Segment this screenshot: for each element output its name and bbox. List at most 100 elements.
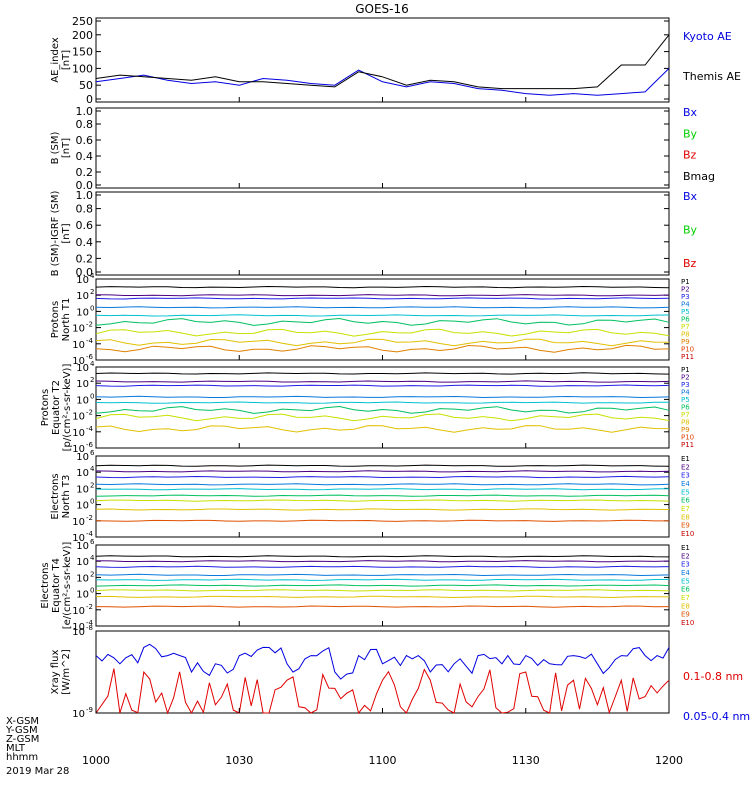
panel-frame xyxy=(95,17,670,103)
series-line-p7 xyxy=(95,328,670,337)
series-line-p4 xyxy=(95,306,670,309)
legend-e6: E6 xyxy=(681,497,690,505)
y-tick-label: 10-4 xyxy=(72,337,93,351)
series-line-p5 xyxy=(95,314,670,317)
legend-p10: P10 xyxy=(681,346,694,354)
legend-bz: Bz xyxy=(683,149,697,162)
legend-by: By xyxy=(683,127,698,140)
legend-e10: E10 xyxy=(681,530,694,538)
y-tick-label: 10-6 xyxy=(72,353,93,367)
y-axis-label-line: Protons xyxy=(40,389,51,426)
y-tick-label: 0.8 xyxy=(76,118,94,131)
y-tick-label: 10-4 xyxy=(72,619,93,633)
series-line-e7 xyxy=(95,499,670,502)
legend-0-05-0-4-nm: 0.05-0.4 nm xyxy=(683,710,750,723)
y-axis-label-line: Electrons xyxy=(40,562,51,608)
y-tick-label: 100 xyxy=(76,587,94,601)
y-axis-label-line: Equator T4 xyxy=(51,558,62,613)
x-axis-row-label: X-GSM xyxy=(6,716,39,727)
panel-frame xyxy=(95,366,670,449)
series-line-p8 xyxy=(95,425,670,433)
legend-e9: E9 xyxy=(681,522,690,530)
y-axis-label-line: Protons xyxy=(50,301,61,338)
y-tick-label: 10-2 xyxy=(72,514,93,528)
legend-p5: P5 xyxy=(681,396,690,404)
legend-p2: P2 xyxy=(681,374,690,382)
legend-p11: P11 xyxy=(681,441,694,449)
y-tick-label: 0.2 xyxy=(76,166,94,179)
y-tick-label: 102 xyxy=(76,481,94,495)
y-tick-label: 150 xyxy=(72,46,93,59)
x-tick-label: 1030 xyxy=(225,754,253,767)
y-tick-label: 200 xyxy=(72,29,93,42)
y-axis-label: Protons Equator T2 [p/(cm²-s-sr-keV)] xyxy=(40,364,73,452)
x-axis-date: 2019 Mar 28 xyxy=(6,766,69,777)
x-axis-row-label: MLT xyxy=(6,743,26,754)
series-line-e1 xyxy=(95,464,670,467)
legend-p11: P11 xyxy=(681,353,694,361)
y-axis-label: Electrons North T3 xyxy=(50,473,72,519)
legend-p8: P8 xyxy=(681,331,690,339)
legend-e3: E3 xyxy=(681,561,690,569)
y-tick-label: 1.0 xyxy=(76,105,94,118)
y-tick-label: 102 xyxy=(76,570,94,584)
y-tick-label: 106 xyxy=(76,449,95,463)
x-tick-label: 1130 xyxy=(512,754,540,767)
series-line-p7 xyxy=(95,413,670,422)
y-tick-label: 10-2 xyxy=(72,409,93,423)
legend-bx: Bx xyxy=(683,106,698,119)
series-line-p3 xyxy=(95,384,670,387)
y-axis-label: AE_index [nT] xyxy=(50,37,72,83)
legend-p9: P9 xyxy=(681,426,690,434)
y-tick-label: 100 xyxy=(72,62,93,75)
series-line-e8 xyxy=(95,595,670,599)
legend-bmag: Bmag xyxy=(683,170,715,183)
series-line-p6 xyxy=(95,405,670,414)
y-tick-label: 0.4 xyxy=(76,150,94,163)
y-axis-label-line: [W/m^2] xyxy=(61,649,72,695)
y-tick-label: 0.6 xyxy=(76,219,94,232)
y-tick-label: 104 xyxy=(76,360,95,374)
series-line-e1 xyxy=(95,555,670,558)
series-line-e9 xyxy=(95,605,670,608)
y-tick-label: 100 xyxy=(76,498,94,512)
series-line-e5 xyxy=(95,578,670,581)
y-tick-label: 0.6 xyxy=(76,134,94,147)
series-line-p1 xyxy=(95,372,670,375)
legend-0-1-0-8-nm: 0.1-0.8 nm xyxy=(683,670,743,683)
legend-themis-ae: Themis AE xyxy=(682,70,741,83)
legend-e7: E7 xyxy=(681,594,690,602)
y-tick-label: 102 xyxy=(76,288,94,302)
y-tick-label: 10-6 xyxy=(72,441,93,455)
y-axis-label-line: [e/(cm²-s-sr-keV)] xyxy=(62,542,73,630)
y-axis-label: B (SM) [nT] xyxy=(50,131,72,164)
y-axis-label-line: AE_index xyxy=(50,37,61,83)
series-line-p2 xyxy=(95,294,670,297)
y-tick-label: 0 xyxy=(86,93,93,106)
series-line-e8 xyxy=(95,508,670,511)
legend-e6: E6 xyxy=(681,586,690,594)
legend-p7: P7 xyxy=(681,411,690,419)
series-line-p3 xyxy=(95,297,670,300)
y-tick-label: 100 xyxy=(76,304,94,318)
y-axis-label-line: B (SM) xyxy=(50,131,61,164)
legend-p1: P1 xyxy=(681,366,690,374)
panel-frame xyxy=(95,455,670,538)
legend-e4: E4 xyxy=(681,569,690,577)
series-line-p6 xyxy=(95,317,670,326)
series-line-e4 xyxy=(95,483,670,486)
series-line-kyoto-ae xyxy=(95,68,670,96)
y-tick-label: 104 xyxy=(76,554,95,568)
y-axis-label-line: [nT] xyxy=(61,138,72,158)
y-tick-label: 0.0 xyxy=(76,179,94,192)
y-axis-label-line: [p/(cm²-s-sr-keV)] xyxy=(62,364,73,452)
panel-frame xyxy=(95,191,670,276)
y-tick-label: 10-9 xyxy=(72,706,93,720)
x-tick-label: 1200 xyxy=(655,754,683,767)
series-line-p5 xyxy=(95,401,670,404)
legend-p3: P3 xyxy=(681,381,690,389)
y-tick-label: 10-4 xyxy=(72,425,93,439)
legend-e5: E5 xyxy=(681,577,690,585)
